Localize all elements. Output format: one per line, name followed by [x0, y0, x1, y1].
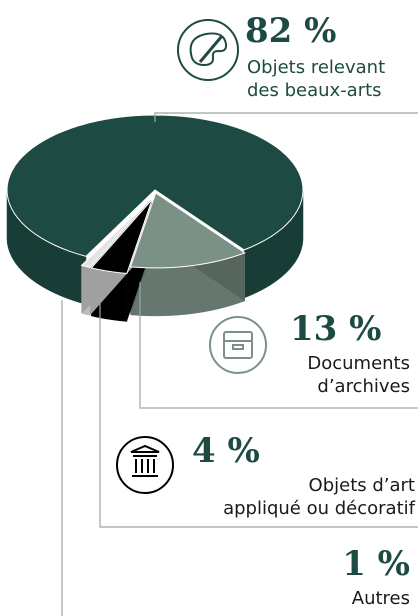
icon-column-shape	[130, 444, 160, 477]
slice-top	[80, 198, 151, 268]
value-label: 4 %	[192, 431, 260, 471]
icon-column	[116, 436, 174, 494]
leader-line	[154, 112, 418, 122]
icon-archive-handle	[232, 344, 244, 350]
value-label: 82 %	[245, 11, 337, 51]
slice-top	[90, 199, 153, 275]
leader-lines	[61, 112, 418, 616]
category-label: Objets relevant des beaux-arts	[247, 57, 386, 101]
icon-archive	[209, 316, 267, 374]
leader-line	[99, 300, 418, 528]
icon-palette	[177, 19, 239, 81]
icons	[116, 19, 267, 494]
icon-archive-box	[223, 331, 253, 359]
leader-line	[139, 282, 418, 409]
category-label: Autres	[351, 588, 410, 609]
value-label: 13 %	[290, 309, 382, 349]
icon-palette-shape	[189, 32, 228, 67]
category-label: Objets d’art appliqué ou décoratif	[223, 475, 415, 519]
slice-top	[6, 114, 304, 257]
value-label: 1 %	[342, 544, 410, 584]
category-label: Documents d’archives	[307, 353, 410, 397]
slice-top	[129, 192, 246, 269]
icon-brush	[198, 35, 224, 63]
